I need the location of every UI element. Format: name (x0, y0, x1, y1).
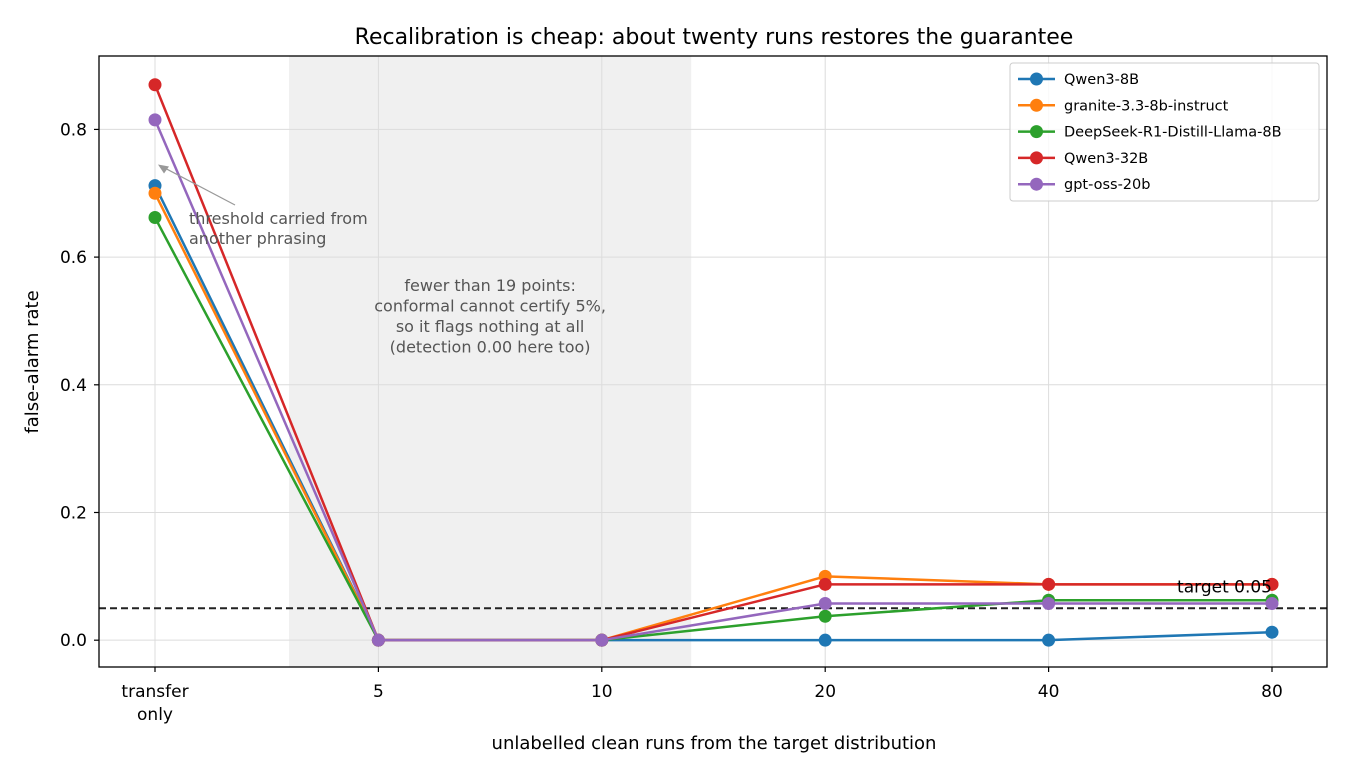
series-line (153, 119, 1272, 642)
y-tick-label: 0.6 (60, 248, 87, 268)
threshold-annotation: threshold carried from another phrasing (189, 209, 368, 248)
series-line (153, 216, 1272, 642)
y-tick-label: 0.2 (60, 503, 87, 523)
legend-marker (1030, 72, 1043, 86)
data-point (818, 609, 832, 623)
data-point (818, 596, 832, 610)
data-point (371, 633, 385, 647)
legend-box (1009, 62, 1320, 202)
legend-label: Qwen3-8B (1064, 72, 1139, 88)
chart-title: Recalibration is cheap: about twenty run… (355, 25, 1074, 50)
annotation-arrowhead (158, 164, 169, 174)
data-point (595, 633, 609, 647)
annotations: threshold carried from another phrasingfe… (158, 164, 606, 357)
data-point (148, 113, 162, 127)
data-point (818, 633, 832, 647)
legend-item: gpt-oss-20b (1018, 177, 1150, 193)
legend-label: DeepSeek-R1-Distill-Llama-8B (1064, 125, 1282, 141)
data-point (148, 78, 162, 92)
data-point (1265, 596, 1279, 610)
x-tick-label: 10 (591, 682, 613, 702)
x-tick-label: 80 (1261, 682, 1283, 702)
axis-ticks: 0.0 0.2 0.4 0.6 0.8 transfer only 5 10 20 40 80 (60, 120, 1283, 725)
y-tick-label: 0.4 (60, 376, 87, 396)
data-point (818, 577, 832, 591)
x-tick-label: 5 (373, 682, 384, 702)
legend-item: DeepSeek-R1-Distill-Llama-8B (1018, 125, 1282, 141)
x-axis-label: unlabelled clean runs from the target di… (492, 733, 937, 754)
data-point (1042, 577, 1056, 591)
data-point (1042, 633, 1056, 647)
y-tick-label: 0.8 (60, 120, 87, 140)
legend: Qwen3-8B granite-3.3-8b-instruct DeepSeek-… (1009, 62, 1320, 202)
series-layer (148, 78, 1279, 647)
legend-marker (1030, 151, 1043, 165)
y-tick-label: 0.0 (60, 631, 87, 651)
few-points-annotation: fewer than 19 points: conformal cannot ce… (374, 276, 606, 357)
insufficient-data-region (289, 56, 692, 667)
plot-frame (98, 55, 1328, 668)
legend-item: Qwen3-8B (1018, 72, 1139, 88)
x-tick-label: transfer only (121, 682, 188, 725)
legend-item: Qwen3-32B (1018, 151, 1148, 167)
y-axis-label: false-alarm rate (22, 290, 43, 433)
legend-marker (1030, 177, 1043, 191)
annotation-arrow (161, 166, 236, 206)
legend-marker (1030, 98, 1043, 112)
data-point (148, 211, 162, 225)
legend-item: granite-3.3-8b-instruct (1018, 98, 1229, 114)
legend-label: Qwen3-32B (1064, 151, 1148, 167)
target-line-label: target 0.05 (1177, 577, 1272, 597)
legend-label: granite-3.3-8b-instruct (1064, 98, 1229, 114)
series-line (153, 84, 1272, 642)
data-point (148, 186, 162, 200)
legend-marker (1030, 125, 1043, 139)
data-point (1265, 625, 1279, 639)
x-tick-label: 20 (814, 682, 836, 702)
series-gpt-oss-20b (148, 113, 1279, 647)
x-tick-label: 40 (1038, 682, 1060, 702)
data-point (1265, 577, 1279, 591)
data-point (1042, 596, 1056, 610)
legend-label: gpt-oss-20b (1064, 177, 1150, 193)
